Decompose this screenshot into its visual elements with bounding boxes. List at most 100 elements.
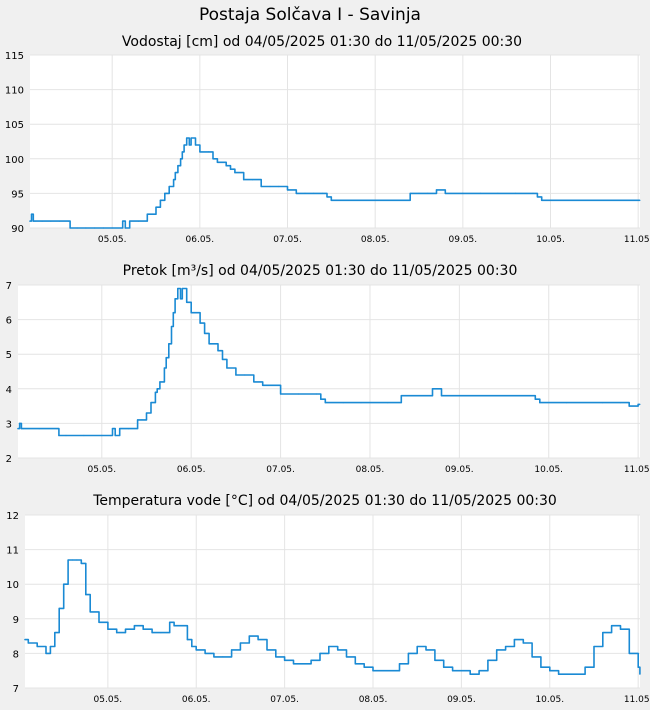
data-point <box>360 402 362 404</box>
data-point <box>111 227 113 229</box>
data-point <box>637 666 639 668</box>
x-tick-label: 07.05. <box>273 235 302 245</box>
chart-3: Temperatura vode [°C] od 04/05/2025 01:3… <box>6 493 650 705</box>
x-tick-label: 07.05. <box>266 465 295 475</box>
series-line <box>24 559 641 675</box>
data-point <box>151 213 153 215</box>
chart-1: Vodostaj [cm] od 04/05/2025 01:30 do 11/… <box>5 34 650 245</box>
data-point <box>226 367 228 369</box>
data-point <box>137 419 139 421</box>
data-point <box>119 428 121 430</box>
x-tick-label: 11.05. <box>624 235 650 245</box>
data-point <box>170 325 173 328</box>
data-point <box>150 402 152 404</box>
data-point <box>110 434 112 437</box>
data-point <box>38 428 40 430</box>
data-point <box>199 151 201 153</box>
data-point <box>142 628 144 630</box>
data-point <box>133 625 135 627</box>
data-point <box>363 666 365 668</box>
data-point <box>243 179 245 181</box>
x-tick-label: 06.05. <box>182 695 211 705</box>
y-tick-label: 100 <box>5 155 24 166</box>
y-tick-label: 110 <box>5 86 24 97</box>
y-tick-label: 10 <box>6 580 19 591</box>
x-tick-label: 11.05. <box>624 695 650 705</box>
y-tick-label: 7 <box>13 684 19 695</box>
data-point <box>58 434 60 437</box>
data-point <box>191 645 193 648</box>
data-point <box>159 199 161 201</box>
y-tick-label: 3 <box>6 419 12 430</box>
data-point <box>67 220 69 222</box>
data-point <box>212 158 214 160</box>
data-point <box>558 673 560 675</box>
data-point <box>164 192 166 194</box>
data-point <box>637 403 639 405</box>
data-point <box>534 398 536 400</box>
data-point <box>313 192 315 194</box>
data-point <box>541 199 543 201</box>
data-point <box>392 199 394 201</box>
y-tick-label: 105 <box>5 120 24 131</box>
data-point <box>156 388 158 390</box>
data-point <box>169 621 171 623</box>
data-point <box>190 137 192 139</box>
y-tick-label: 9 <box>13 615 19 626</box>
y-tick-label: 7 <box>6 281 12 292</box>
data-point <box>22 428 24 430</box>
data-point <box>76 227 78 229</box>
data-point <box>248 635 250 637</box>
data-point <box>98 621 100 623</box>
data-point <box>427 192 429 194</box>
x-tick-label: 09.05. <box>449 235 478 245</box>
data-point <box>199 322 201 324</box>
data-point <box>585 199 587 201</box>
data-point <box>567 199 569 201</box>
data-point <box>602 632 604 634</box>
data-point <box>174 298 176 300</box>
data-point <box>611 625 613 627</box>
data-point <box>180 158 182 160</box>
data-point <box>390 670 392 672</box>
data-point <box>324 402 326 404</box>
data-point <box>94 227 96 229</box>
data-point <box>310 659 312 661</box>
data-point <box>213 656 215 658</box>
data-point <box>620 199 622 201</box>
data-point <box>434 659 436 661</box>
data-point <box>496 649 498 651</box>
data-point <box>177 165 179 167</box>
data-point <box>566 673 569 675</box>
data-point <box>257 639 259 641</box>
data-point <box>225 165 227 167</box>
data-point <box>339 199 341 201</box>
data-point <box>235 374 237 376</box>
data-point <box>513 639 516 641</box>
data-point <box>522 642 524 644</box>
data-point <box>36 645 38 648</box>
data-point <box>348 199 350 201</box>
data-point <box>271 384 273 386</box>
data-point <box>315 393 317 395</box>
data-point <box>137 220 140 222</box>
data-point <box>405 395 407 397</box>
data-point <box>304 192 306 194</box>
data-point <box>460 670 462 672</box>
data-point <box>431 388 434 390</box>
data-point <box>67 559 69 561</box>
data-point <box>320 398 322 400</box>
data-point <box>469 673 471 675</box>
data-point <box>284 659 286 661</box>
data-point <box>262 384 264 386</box>
data-point <box>540 666 542 668</box>
data-point <box>168 343 170 345</box>
data-point <box>328 645 330 648</box>
data-point <box>186 301 188 303</box>
data-point <box>400 395 402 397</box>
data-point <box>628 199 631 201</box>
data-point <box>357 199 359 201</box>
data-point <box>146 213 148 215</box>
data-point <box>116 632 118 634</box>
data-point <box>345 656 348 658</box>
